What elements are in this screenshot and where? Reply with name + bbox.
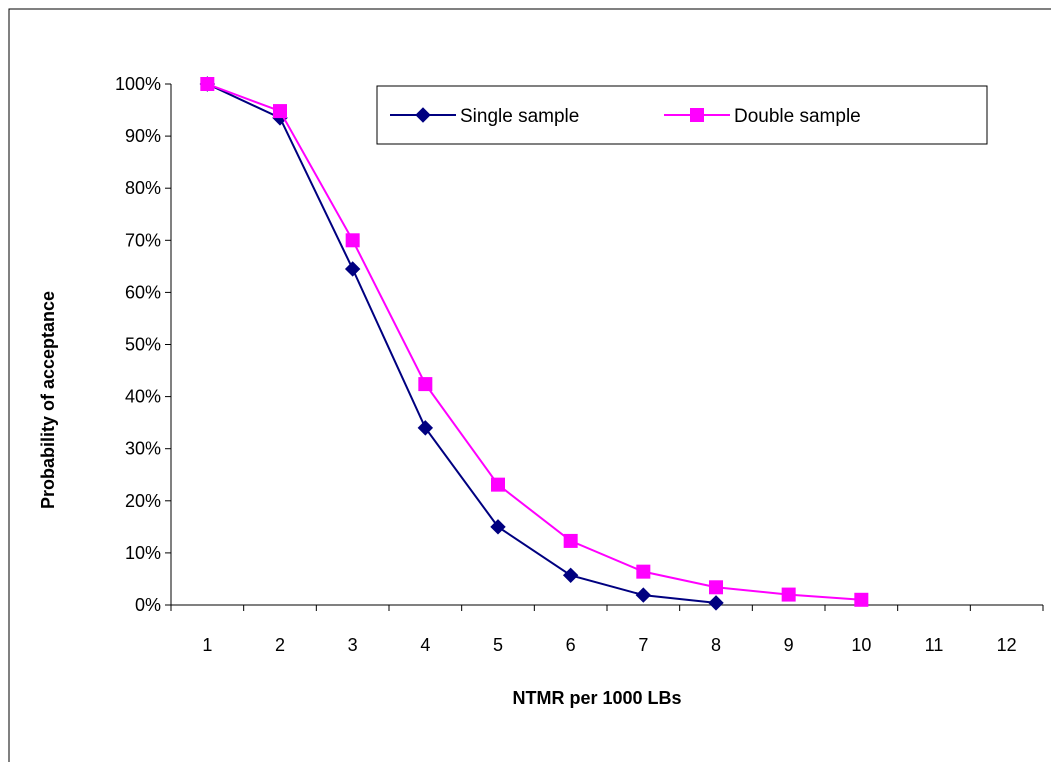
y-tick-label: 90%: [125, 126, 161, 146]
x-tick-label: 1: [202, 635, 212, 655]
x-tick-label: 6: [566, 635, 576, 655]
legend-label: Single sample: [460, 106, 579, 127]
legend-item-1: Single sample: [390, 106, 579, 127]
x-tick-label: 9: [784, 635, 794, 655]
x-tick-label: 10: [851, 635, 871, 655]
data-point: [418, 377, 433, 392]
legend-marker: [690, 108, 704, 122]
data-point: [490, 519, 506, 535]
x-tick-label: 4: [420, 635, 430, 655]
data-point: [344, 261, 361, 277]
y-tick-label: 70%: [125, 230, 161, 250]
y-tick-label: 60%: [125, 282, 161, 302]
x-tick-label: 8: [711, 635, 721, 655]
x-tick-label: 3: [348, 635, 358, 655]
x-tick-label: 2: [275, 635, 285, 655]
data-point: [854, 592, 869, 607]
data-point: [708, 595, 724, 611]
x-tick-label: 12: [997, 635, 1017, 655]
data-point: [200, 77, 215, 91]
chart-area-border: [8, 8, 1051, 762]
axes: 0%10%20%30%40%50%60%70%80%90%100%1 2 3 4 5 6 7…: [115, 74, 1044, 655]
legend-marker: [415, 107, 431, 123]
series-line: [206, 83, 717, 604]
x-tick-label: 7: [638, 635, 648, 655]
y-tick-label: 100%: [115, 74, 161, 94]
x-tick-label: 5: [493, 635, 503, 655]
y-tick-label: 20%: [125, 491, 161, 511]
y-tick-label: 0%: [135, 595, 161, 615]
data-point: [273, 104, 287, 119]
data-point: [563, 533, 578, 548]
data-point: [562, 567, 579, 584]
y-axis-title: Probability of acceptance: [38, 291, 58, 509]
series-1: [199, 76, 724, 611]
series-layer: [199, 76, 869, 611]
series-line: [206, 83, 862, 601]
data-point: [636, 564, 651, 579]
series-2: [200, 77, 869, 607]
x-tick-label: 11: [925, 635, 944, 655]
y-tick-label: 40%: [125, 387, 161, 407]
legend-label: Double sample: [734, 106, 861, 127]
legend-items: Single sample Double sample: [390, 106, 861, 127]
y-tick-label: 50%: [125, 335, 161, 355]
data-point: [345, 233, 360, 248]
data-point: [709, 580, 723, 595]
legend: Single sample Double sample: [376, 85, 988, 145]
x-axis-title: NTMR per 1000 LBs: [512, 688, 681, 708]
data-point: [781, 587, 796, 602]
y-tick-label: 10%: [125, 543, 161, 563]
y-tick-label: 80%: [125, 178, 161, 198]
data-point: [491, 477, 505, 492]
y-tick-label: 30%: [125, 439, 161, 459]
data-point: [635, 587, 652, 603]
data-point: [417, 420, 434, 436]
legend-item-2: Double sample: [664, 106, 861, 127]
